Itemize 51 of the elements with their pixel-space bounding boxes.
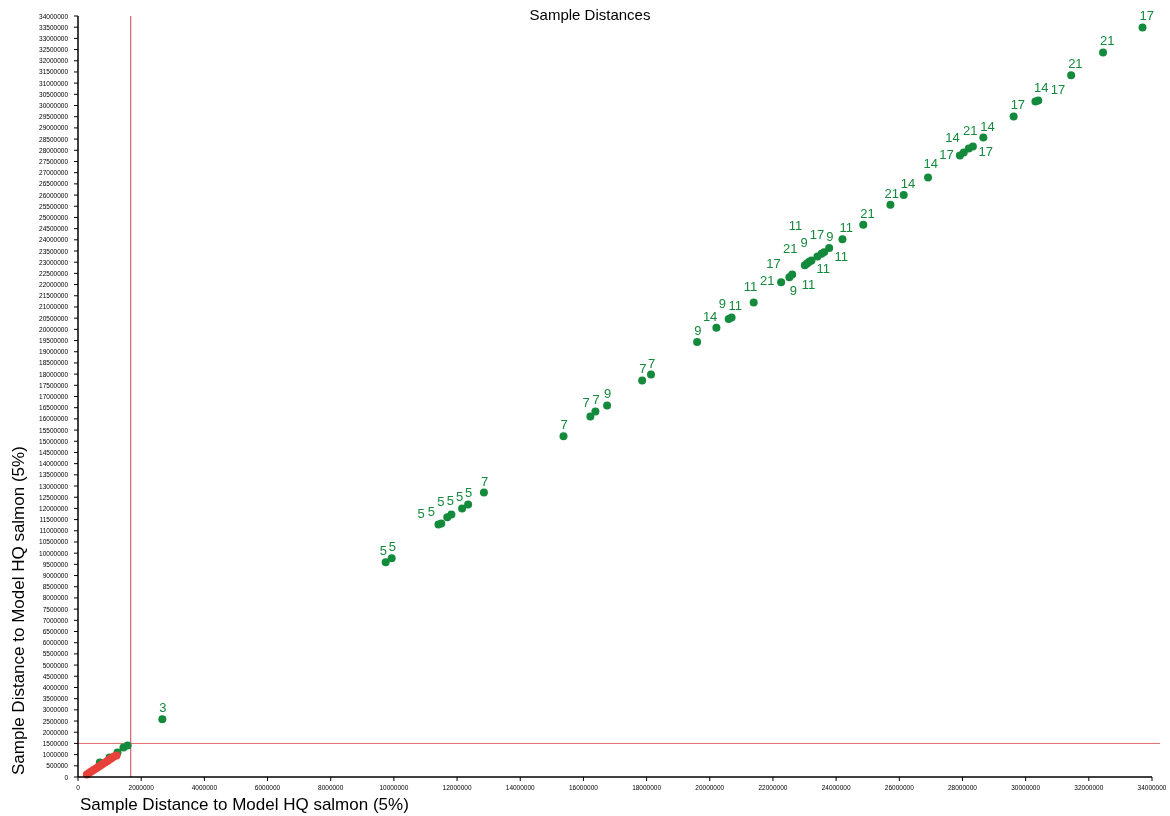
annotation: 11 xyxy=(839,220,853,236)
annotation: 21 xyxy=(1068,56,1083,72)
annotation: 14 xyxy=(980,118,995,134)
annotation: 17 xyxy=(1139,8,1154,24)
annotation: 21 xyxy=(759,273,775,289)
annotation: 11 xyxy=(834,248,848,264)
annotation: 5 xyxy=(388,539,396,555)
annotation: 5 xyxy=(427,504,435,520)
annotation: 9 xyxy=(826,229,834,245)
annotation: 14 xyxy=(945,129,960,145)
annotation: 7 xyxy=(648,355,656,371)
annotation: 9 xyxy=(694,323,702,339)
annotation: 14 xyxy=(702,308,718,324)
annotation: 17 xyxy=(809,226,825,242)
annotation: 21 xyxy=(782,241,798,257)
annotation: 14 xyxy=(923,155,939,171)
annotation: 11 xyxy=(788,218,803,234)
annotation: 11 xyxy=(728,298,743,314)
annotation: 17 xyxy=(1010,97,1026,113)
annotation: 7 xyxy=(480,473,489,489)
annotation: 9 xyxy=(604,386,612,402)
annotation: 5 xyxy=(417,505,425,521)
annotation: 14 xyxy=(1033,79,1049,95)
annotation: 21 xyxy=(962,123,978,139)
annotation: 5 xyxy=(465,485,473,501)
annotation: 5 xyxy=(379,543,387,559)
chart-title: Sample Distances xyxy=(529,6,651,23)
annotation: 21 xyxy=(1100,33,1115,49)
annotation: 3 xyxy=(159,700,167,716)
annotation: 17 xyxy=(1050,81,1066,97)
annotation: 14 xyxy=(900,176,916,192)
annotation: 7 xyxy=(560,417,568,433)
annotation: 9 xyxy=(718,296,727,312)
annotation: 7 xyxy=(592,392,600,408)
annotation: 7 xyxy=(639,361,647,377)
annotation: 9 xyxy=(800,234,808,250)
annotation: 5 xyxy=(437,494,445,510)
annotation: 11 xyxy=(816,260,831,276)
annotation: 21 xyxy=(884,185,899,201)
x-axis-title: Sample Distance to Model HQ salmon (5%) xyxy=(80,795,409,814)
annotation: 11 xyxy=(743,279,758,295)
annotation: 5 xyxy=(456,489,464,505)
y-axis-title: Sample Distance to Model HQ salmon (5%) xyxy=(9,446,28,775)
annotation: 21 xyxy=(860,205,875,221)
annotation: 7 xyxy=(582,394,590,410)
annotation: 17 xyxy=(939,146,954,162)
annotation: 17 xyxy=(978,143,993,159)
annotation: 5 xyxy=(446,492,455,508)
annotation: 9 xyxy=(789,283,797,299)
annotation: 17 xyxy=(766,255,781,271)
annotation: 11 xyxy=(801,276,816,292)
